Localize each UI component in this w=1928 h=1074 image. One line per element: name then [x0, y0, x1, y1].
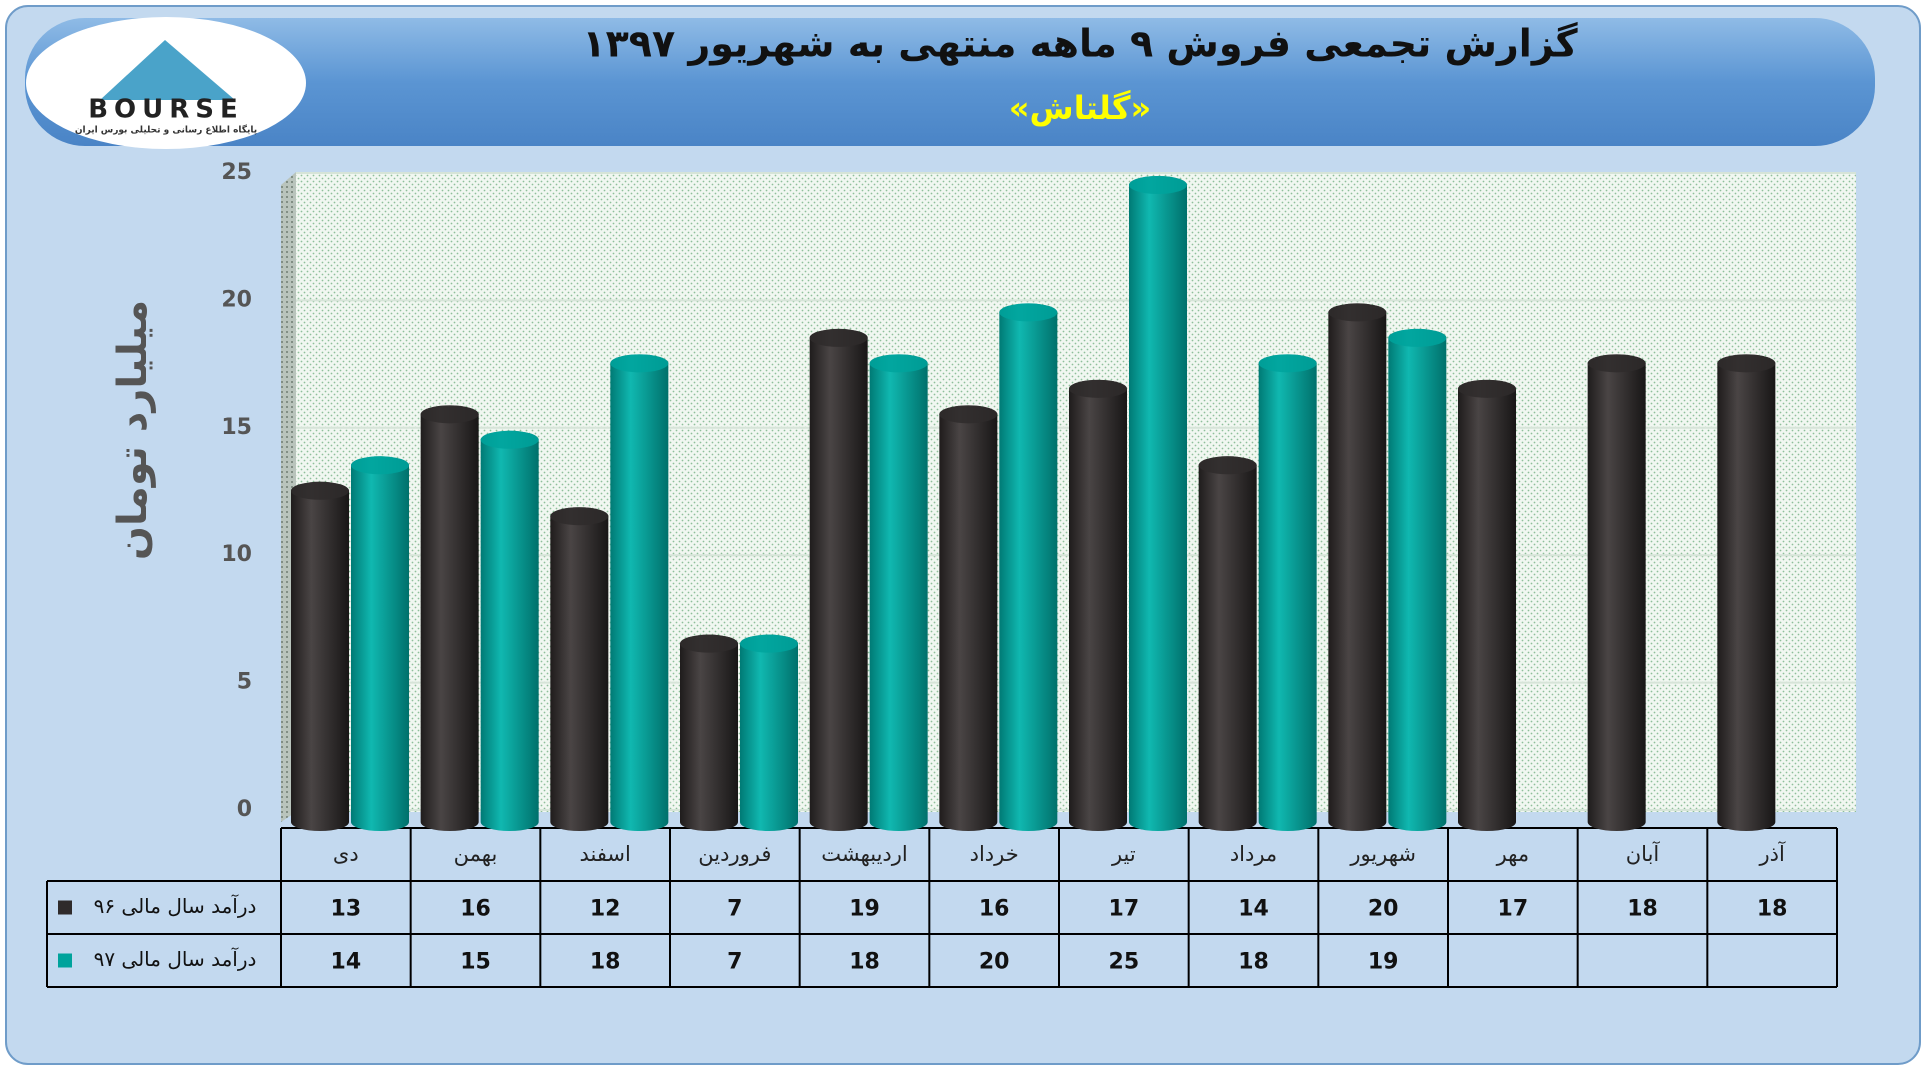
- y-axis-label: میلیارد تومان: [110, 300, 156, 560]
- bar: [869, 354, 928, 831]
- x-tick-label: تیر: [1111, 842, 1136, 866]
- bar-cap: [1388, 328, 1447, 347]
- bar-cap: [480, 430, 539, 449]
- x-tick-label: فروردین: [698, 842, 771, 866]
- bar: [291, 481, 349, 831]
- table-value: 20: [1368, 897, 1399, 922]
- bar-cap: [1198, 456, 1257, 475]
- x-tick-label: اسفند: [579, 842, 630, 866]
- bar: [1587, 354, 1646, 831]
- bar: [999, 303, 1058, 831]
- bar-cap: [610, 354, 669, 373]
- bar-cap: [1717, 354, 1776, 373]
- table-value: 18: [1757, 897, 1788, 922]
- table-value: 15: [460, 950, 491, 975]
- table-value: 16: [460, 897, 491, 922]
- bar: [680, 634, 738, 831]
- x-tick-label: بهمن: [454, 842, 498, 866]
- bar: [740, 634, 798, 831]
- table-value: 14: [331, 950, 362, 975]
- bar-cap: [999, 303, 1058, 322]
- table-value: 18: [1627, 897, 1658, 922]
- bar-cap: [1069, 379, 1127, 398]
- bar-cap: [869, 354, 928, 373]
- bar: [1717, 354, 1776, 831]
- x-tick-label: آبان: [1626, 841, 1661, 866]
- bar: [1198, 456, 1257, 831]
- table-value: 19: [849, 897, 880, 922]
- y-tick-label: 20: [221, 287, 252, 312]
- bar: [1458, 379, 1516, 831]
- bar-cap: [420, 405, 479, 424]
- logo-name: BOURSE: [88, 95, 244, 125]
- table-value: 20: [979, 950, 1010, 975]
- bar: [1069, 379, 1127, 831]
- bar: [809, 328, 868, 831]
- table-value: 16: [979, 897, 1010, 922]
- table-value: 17: [1498, 897, 1529, 922]
- chart-title: گزارش تجمعی فروش ۹ ماهه منتهی به شهریور …: [582, 22, 1578, 67]
- bar: [1129, 176, 1187, 831]
- header-banner: [25, 18, 1875, 146]
- y-tick-label: 0: [237, 797, 252, 822]
- logo-tagline: پایگاه اطلاع رسانی و تحلیلی بورس ایران: [75, 124, 257, 136]
- bar-cap: [1587, 354, 1646, 373]
- bar-cap: [1258, 354, 1317, 373]
- bar-cap: [680, 634, 738, 653]
- y-tick-label: 15: [221, 415, 252, 440]
- table-value: 18: [849, 950, 880, 975]
- y-tick-label: 5: [237, 670, 252, 695]
- legend-swatch: [58, 953, 72, 968]
- x-tick-label: اردیبهشت: [821, 842, 908, 866]
- bar-cap: [1328, 303, 1387, 322]
- bar-cap: [1458, 379, 1516, 398]
- bar-cap: [351, 456, 409, 475]
- bar-cap: [550, 507, 609, 526]
- bar: [550, 507, 609, 831]
- table-value: 18: [590, 950, 621, 975]
- table-value: 18: [1238, 950, 1269, 975]
- table-value: 17: [1109, 897, 1140, 922]
- bar: [420, 405, 479, 831]
- y-tick-label: 10: [221, 542, 252, 567]
- table-value: 12: [590, 897, 621, 922]
- table-value: 14: [1238, 897, 1269, 922]
- x-tick-label: دی: [333, 842, 359, 866]
- legend-label: درآمد سال مالی ۹۶: [94, 893, 257, 918]
- x-tick-label: مهر: [1496, 842, 1530, 866]
- chart-subtitle: «گلتاش»: [1009, 89, 1151, 127]
- x-tick-label: شهریور: [1349, 842, 1416, 866]
- bar: [351, 456, 409, 831]
- bar: [610, 354, 669, 831]
- table-value: 7: [727, 897, 742, 922]
- table-value: 13: [331, 897, 362, 922]
- bar-cap: [740, 634, 798, 653]
- bar-cap: [809, 328, 868, 347]
- bar: [480, 430, 539, 832]
- logo-icon: [100, 40, 235, 100]
- bar: [1328, 303, 1387, 831]
- table-value: 25: [1109, 950, 1140, 975]
- table-value: 19: [1368, 950, 1399, 975]
- bar-cap: [1129, 176, 1187, 194]
- bar-cap: [939, 405, 998, 424]
- legend-swatch: [58, 900, 72, 915]
- x-tick-label: آذر: [1759, 841, 1786, 866]
- y-tick-label: 25: [221, 160, 252, 185]
- bar: [1388, 328, 1447, 831]
- legend-label: درآمد سال مالی ۹۷: [94, 946, 257, 971]
- bar: [1258, 354, 1317, 831]
- bar-cap: [291, 481, 349, 500]
- table-value: 7: [727, 950, 742, 975]
- bar: [939, 405, 998, 831]
- x-tick-label: خرداد: [970, 842, 1019, 866]
- x-tick-label: مرداد: [1230, 842, 1277, 866]
